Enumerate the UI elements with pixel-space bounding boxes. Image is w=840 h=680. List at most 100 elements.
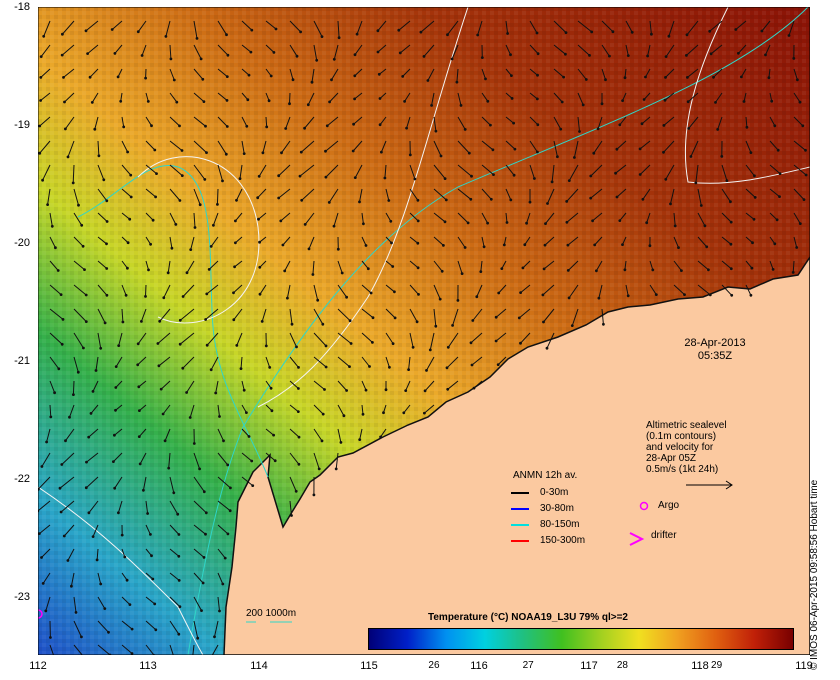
velocity-arrow — [601, 308, 604, 325]
velocity-arrow — [235, 236, 243, 244]
velocity-arrow — [217, 548, 226, 559]
velocity-arrow — [137, 356, 147, 366]
velocity-arrow-head — [689, 155, 693, 158]
velocity-arrow — [687, 68, 699, 78]
velocity-arrow-head — [446, 387, 450, 391]
velocity-arrow — [385, 212, 392, 222]
velocity-arrow-head — [209, 368, 213, 372]
velocity-arrow — [121, 212, 131, 220]
velocity-arrow-head — [476, 33, 480, 37]
velocity-arrow-head — [662, 150, 665, 154]
velocity-arrow — [595, 260, 603, 272]
y-tick: -22 — [14, 473, 30, 485]
velocity-arrow-head — [673, 224, 677, 228]
velocity-arrow-head — [638, 147, 642, 151]
velocity-arrow-head — [776, 148, 780, 152]
velocity-arrow-head — [443, 177, 447, 181]
velocity-arrow-head — [150, 554, 153, 558]
velocity-arrow — [257, 188, 267, 199]
velocity-arrow-head — [592, 151, 596, 155]
velocity-arrow-head — [773, 124, 777, 128]
velocity-arrow-head — [121, 320, 125, 324]
velocity-arrow — [385, 356, 390, 368]
velocity-arrow-head — [269, 386, 273, 390]
velocity-arrow-head — [543, 243, 547, 247]
velocity-arrow — [337, 284, 348, 298]
velocity-arrow-head — [180, 149, 184, 152]
velocity-arrow — [169, 68, 175, 81]
velocity-arrow-head — [358, 438, 362, 441]
velocity-arrow-head — [325, 124, 329, 128]
velocity-arrow-head — [330, 78, 333, 82]
velocity-arrow-head — [459, 104, 463, 107]
velocity-arrow-head — [764, 53, 767, 57]
velocity-arrow — [97, 260, 108, 269]
velocity-arrow — [740, 68, 747, 78]
velocity-arrow-head — [536, 52, 540, 56]
note-line: (0.1m contours) — [646, 431, 717, 442]
velocity-arrow-head — [505, 221, 509, 224]
velocity-arrow — [168, 452, 171, 469]
velocity-arrow — [377, 20, 387, 32]
velocity-arrow-head — [342, 414, 346, 418]
velocity-arrow — [193, 500, 207, 514]
velocity-arrow-head — [307, 247, 311, 251]
velocity-arrow-head — [49, 636, 52, 639]
velocity-arrow-head — [294, 489, 298, 493]
velocity-arrow-head — [405, 126, 408, 130]
velocity-arrow — [505, 68, 512, 76]
velocity-arrow-head — [61, 32, 64, 36]
velocity-arrow — [49, 260, 59, 271]
velocity-arrow-head — [124, 293, 128, 297]
velocity-arrow — [313, 20, 323, 37]
velocity-arrow-head — [500, 267, 504, 270]
velocity-arrow — [160, 380, 171, 390]
velocity-arrow — [259, 284, 267, 295]
velocity-arrow-head — [146, 512, 149, 515]
velocity-arrow-head — [74, 611, 78, 614]
velocity-arrow — [745, 260, 753, 269]
note-line: 28-Apr 05Z — [646, 453, 697, 464]
velocity-arrow — [380, 428, 387, 438]
velocity-arrow-head — [648, 244, 652, 248]
velocity-arrow — [117, 500, 123, 513]
velocity-arrow-head — [402, 411, 406, 415]
velocity-arrow — [793, 68, 798, 80]
velocity-arrow-head — [250, 459, 254, 463]
velocity-arrow — [73, 644, 83, 655]
velocity-arrow — [495, 308, 507, 318]
velocity-arrow-head — [258, 240, 261, 244]
velocity-arrow — [769, 212, 778, 221]
velocity-arrow — [566, 212, 579, 223]
velocity-arrow — [721, 284, 733, 296]
velocity-arrow-head — [742, 100, 746, 103]
velocity-arrow-head — [113, 433, 116, 437]
velocity-arrow — [304, 116, 315, 129]
credit-text: © IMOS 06-Apr-2015 09:58:56 Hobart time — [809, 479, 820, 670]
velocity-arrow-head — [798, 100, 802, 104]
velocity-arrow — [619, 116, 627, 126]
velocity-arrow-head — [708, 29, 712, 33]
velocity-arrow — [92, 524, 99, 537]
velocity-arrow — [616, 188, 627, 198]
velocity-arrow-head — [705, 245, 709, 249]
velocity-arrow — [745, 236, 753, 244]
velocity-arrow — [598, 284, 603, 299]
velocity-arrow — [313, 44, 318, 61]
velocity-arrow-head — [128, 603, 132, 606]
velocity-arrow-head — [562, 75, 565, 79]
velocity-arrow-head — [265, 125, 269, 129]
velocity-arrow — [261, 308, 267, 322]
velocity-arrow-head — [272, 433, 275, 437]
velocity-arrow-head — [269, 74, 273, 78]
velocity-arrow-head — [353, 97, 356, 101]
velocity-arrow-head — [177, 533, 181, 536]
velocity-arrow — [793, 92, 801, 103]
velocity-arrow — [241, 428, 250, 437]
velocity-arrow-head — [149, 242, 152, 246]
velocity-arrow-head — [205, 292, 209, 296]
velocity-arrow-head — [239, 367, 243, 370]
velocity-arrow — [157, 332, 171, 344]
velocity-arrow-head — [218, 415, 221, 418]
velocity-arrow — [289, 20, 301, 33]
